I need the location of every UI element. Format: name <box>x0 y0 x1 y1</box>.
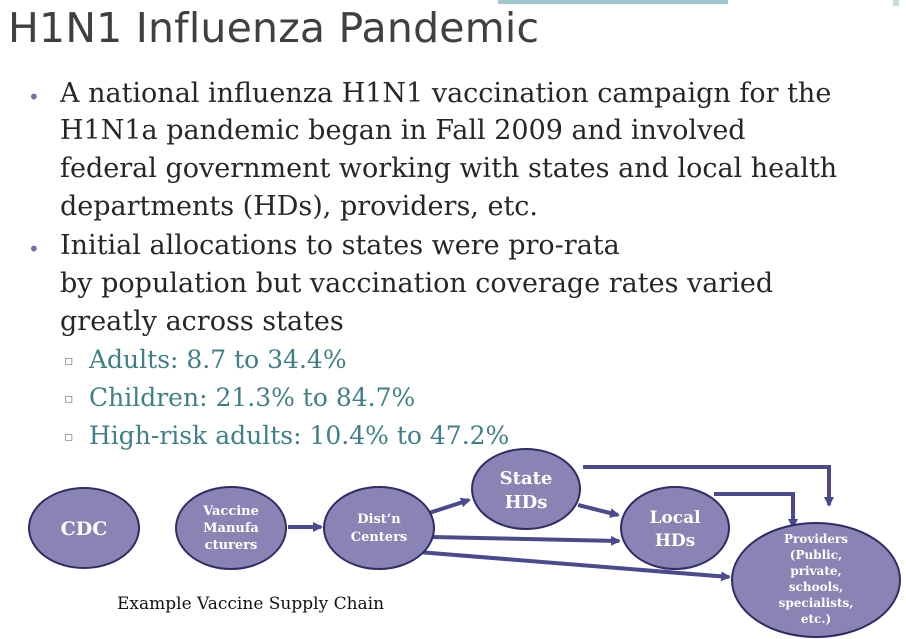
top-accent-bar <box>498 0 728 4</box>
bullet-marker: • <box>28 85 40 109</box>
slide-title: H1N1 Influenza Pandemic <box>8 4 540 52</box>
node-state-hds-label-1: State <box>500 468 553 489</box>
node-manufacturers-label-3: cturers <box>205 538 258 553</box>
bullet-1-line-1: A national influenza H1N1 vaccination ca… <box>60 78 832 109</box>
arrow-state-to-local <box>577 503 620 518</box>
corner-accent <box>893 0 899 6</box>
bullet-1-line-3: federal government working with states a… <box>60 153 838 184</box>
node-manufacturers-label-2: Manufa <box>203 521 259 536</box>
sub-bullet-marker: ▫ <box>64 353 74 369</box>
node-state-hds-label-2: HDs <box>505 492 548 513</box>
sub-item-high-risk: High-risk adults: 10.4% to 47.2% <box>89 421 510 450</box>
node-dist-centers: Dist’n Centers <box>323 486 435 570</box>
sub-bullet-marker: ▫ <box>64 391 74 407</box>
node-cdc-label: CDC <box>61 518 108 540</box>
node-providers-label-1: Providers <box>784 532 848 546</box>
node-providers: Providers (Public, private, schools, spe… <box>731 522 901 638</box>
sub-bullet-marker: ▫ <box>64 429 74 445</box>
node-providers-label-2: (Public, <box>790 548 842 562</box>
node-local-hds-label-2: HDs <box>655 531 695 551</box>
node-cdc: CDC <box>28 487 140 569</box>
node-local-hds: Local HDs <box>620 486 730 570</box>
node-state-hds: State HDs <box>471 448 581 530</box>
arrow-dist-to-providers <box>417 550 731 582</box>
bullet-2-line-3: greatly across states <box>60 306 344 337</box>
node-providers-label-5: specialists, <box>779 596 854 610</box>
bullet-1-line-2: H1N1a pandemic began in Fall 2009 and in… <box>60 115 746 146</box>
diagram-caption: Example Vaccine Supply Chain <box>117 594 385 614</box>
arrow-local-to-providers <box>714 492 798 529</box>
arrow-dist-to-local <box>431 535 621 546</box>
bullet-1-line-4: departments (HDs), providers, etc. <box>60 191 538 222</box>
arrow-state-to-providers <box>583 465 834 507</box>
node-local-hds-label-1: Local <box>649 508 701 528</box>
node-dist-centers-label-2: Centers <box>351 530 408 545</box>
node-manufacturers-label-1: Vaccine <box>202 504 259 519</box>
node-dist-centers-label-1: Dist’n <box>357 512 401 527</box>
bullet-2-line-2: by population but vaccination coverage r… <box>60 268 774 299</box>
node-providers-label-3: private, <box>790 564 841 578</box>
sub-item-children: Children: 21.3% to 84.7% <box>89 383 416 412</box>
node-providers-label-6: etc.) <box>801 612 831 626</box>
bullet-2-line-1: Initial allocations to states were pro-r… <box>60 230 620 261</box>
node-manufacturers: Vaccine Manufa cturers <box>175 486 287 570</box>
node-providers-label-4: schools, <box>789 580 843 594</box>
bullet-marker: • <box>28 237 40 261</box>
sub-item-adults: Adults: 8.7 to 34.4% <box>89 345 347 374</box>
